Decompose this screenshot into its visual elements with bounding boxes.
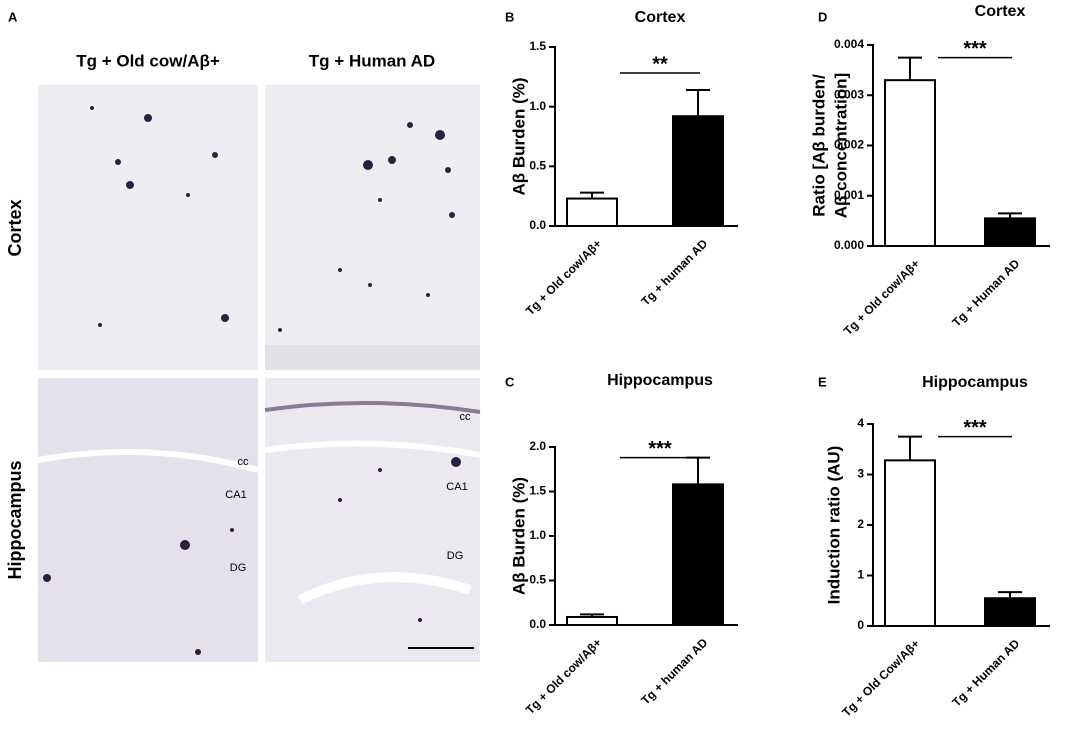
panel-letter: A	[8, 9, 18, 24]
plaques	[43, 106, 461, 655]
region-label: DG	[447, 550, 464, 562]
bar	[566, 197, 618, 227]
bar	[984, 217, 1036, 248]
y-tick-label: 1.0	[529, 528, 546, 542]
image-cortex-human	[265, 85, 480, 370]
bar	[984, 597, 1036, 627]
column-header: Tg + Human AD	[309, 51, 435, 70]
y-tick-label: 1.0	[529, 99, 546, 113]
y-tick-label: 0.0	[529, 617, 546, 631]
y-tick-label: 0.002	[834, 138, 864, 152]
x-tick-label: Tg + Old Cow/Aβ+	[839, 636, 922, 719]
bar	[672, 115, 724, 227]
y-tick-label: 3	[857, 467, 864, 481]
cell-layer	[264, 400, 481, 414]
chart-title: Cortex	[635, 9, 686, 26]
y-tick-label: 4	[857, 416, 864, 430]
y-tick-label: 1	[857, 568, 864, 582]
y-tick-label: 0.001	[834, 188, 864, 202]
region-label: DG	[230, 562, 247, 574]
region-label: CA1	[225, 489, 246, 501]
region-label: cc	[238, 456, 250, 468]
y-axis-label: Induction ratio (AU)	[824, 446, 843, 605]
y-tick-label: 2	[857, 517, 864, 531]
x-tick-label: Tg + human AD	[638, 635, 710, 707]
significance: ***	[648, 438, 672, 460]
chart-title: Cortex	[975, 3, 1026, 20]
x-tick-label: Tg + Old cow/Aβ+	[523, 236, 605, 318]
x-tick-label: Tg + Old cow/Aβ+	[523, 635, 605, 717]
y-axis-label: Aβ Burden (%)	[509, 477, 528, 595]
row-header: Cortex	[5, 199, 25, 256]
y-tick-label: 2.0	[529, 439, 546, 453]
x-tick-label: Tg + Old cow/Aβ+	[841, 256, 923, 338]
y-tick-label: 0	[857, 618, 864, 632]
x-tick-label: Tg + Human AD	[949, 636, 1022, 709]
region-label: cc	[460, 411, 472, 423]
panel-letter: E	[818, 374, 827, 389]
chart-title: Hippocampus	[922, 374, 1028, 391]
region-label: CA1	[446, 481, 467, 493]
y-tick-label: 0.003	[834, 87, 864, 101]
panel-letter: B	[505, 9, 514, 24]
y-axis-label: Aβ concentration]	[831, 73, 850, 218]
y-tick-label: 0.5	[529, 573, 546, 587]
bar	[884, 459, 936, 627]
significance: ***	[963, 38, 987, 60]
image-cortex-old	[38, 85, 258, 370]
y-axis-label: Ratio [Aβ burden/	[809, 74, 828, 217]
y-tick-label: 1.5	[529, 39, 546, 53]
column-header: Tg + Old cow/Aβ+	[76, 51, 220, 70]
significance: **	[652, 53, 668, 75]
y-tick-label: 1.5	[529, 484, 546, 498]
significance: ***	[963, 417, 987, 439]
image-hippo-old	[38, 378, 258, 662]
y-tick-label: 0.5	[529, 159, 546, 173]
micrographs	[37, 85, 481, 662]
bar	[884, 79, 936, 247]
y-tick-label: 0.004	[834, 37, 864, 51]
y-axis-label: Aβ Burden (%)	[509, 77, 528, 195]
white-matter	[37, 449, 259, 473]
y-tick-label: 0.000	[834, 238, 864, 252]
chart-title: Hippocampus	[607, 372, 713, 389]
bar	[566, 615, 618, 626]
image-hippo-human	[265, 378, 480, 662]
dentate	[297, 572, 472, 605]
panel-letter: C	[505, 374, 515, 389]
bar	[672, 483, 724, 626]
x-tick-label: Tg + human AD	[638, 236, 710, 308]
y-tick-label: 0.0	[529, 218, 546, 232]
x-tick-label: Tg + Human AD	[949, 256, 1022, 329]
image-band	[265, 345, 480, 370]
white-matter	[264, 440, 481, 458]
row-header: Hippocampus	[5, 460, 25, 579]
panel-letter: D	[818, 9, 827, 24]
